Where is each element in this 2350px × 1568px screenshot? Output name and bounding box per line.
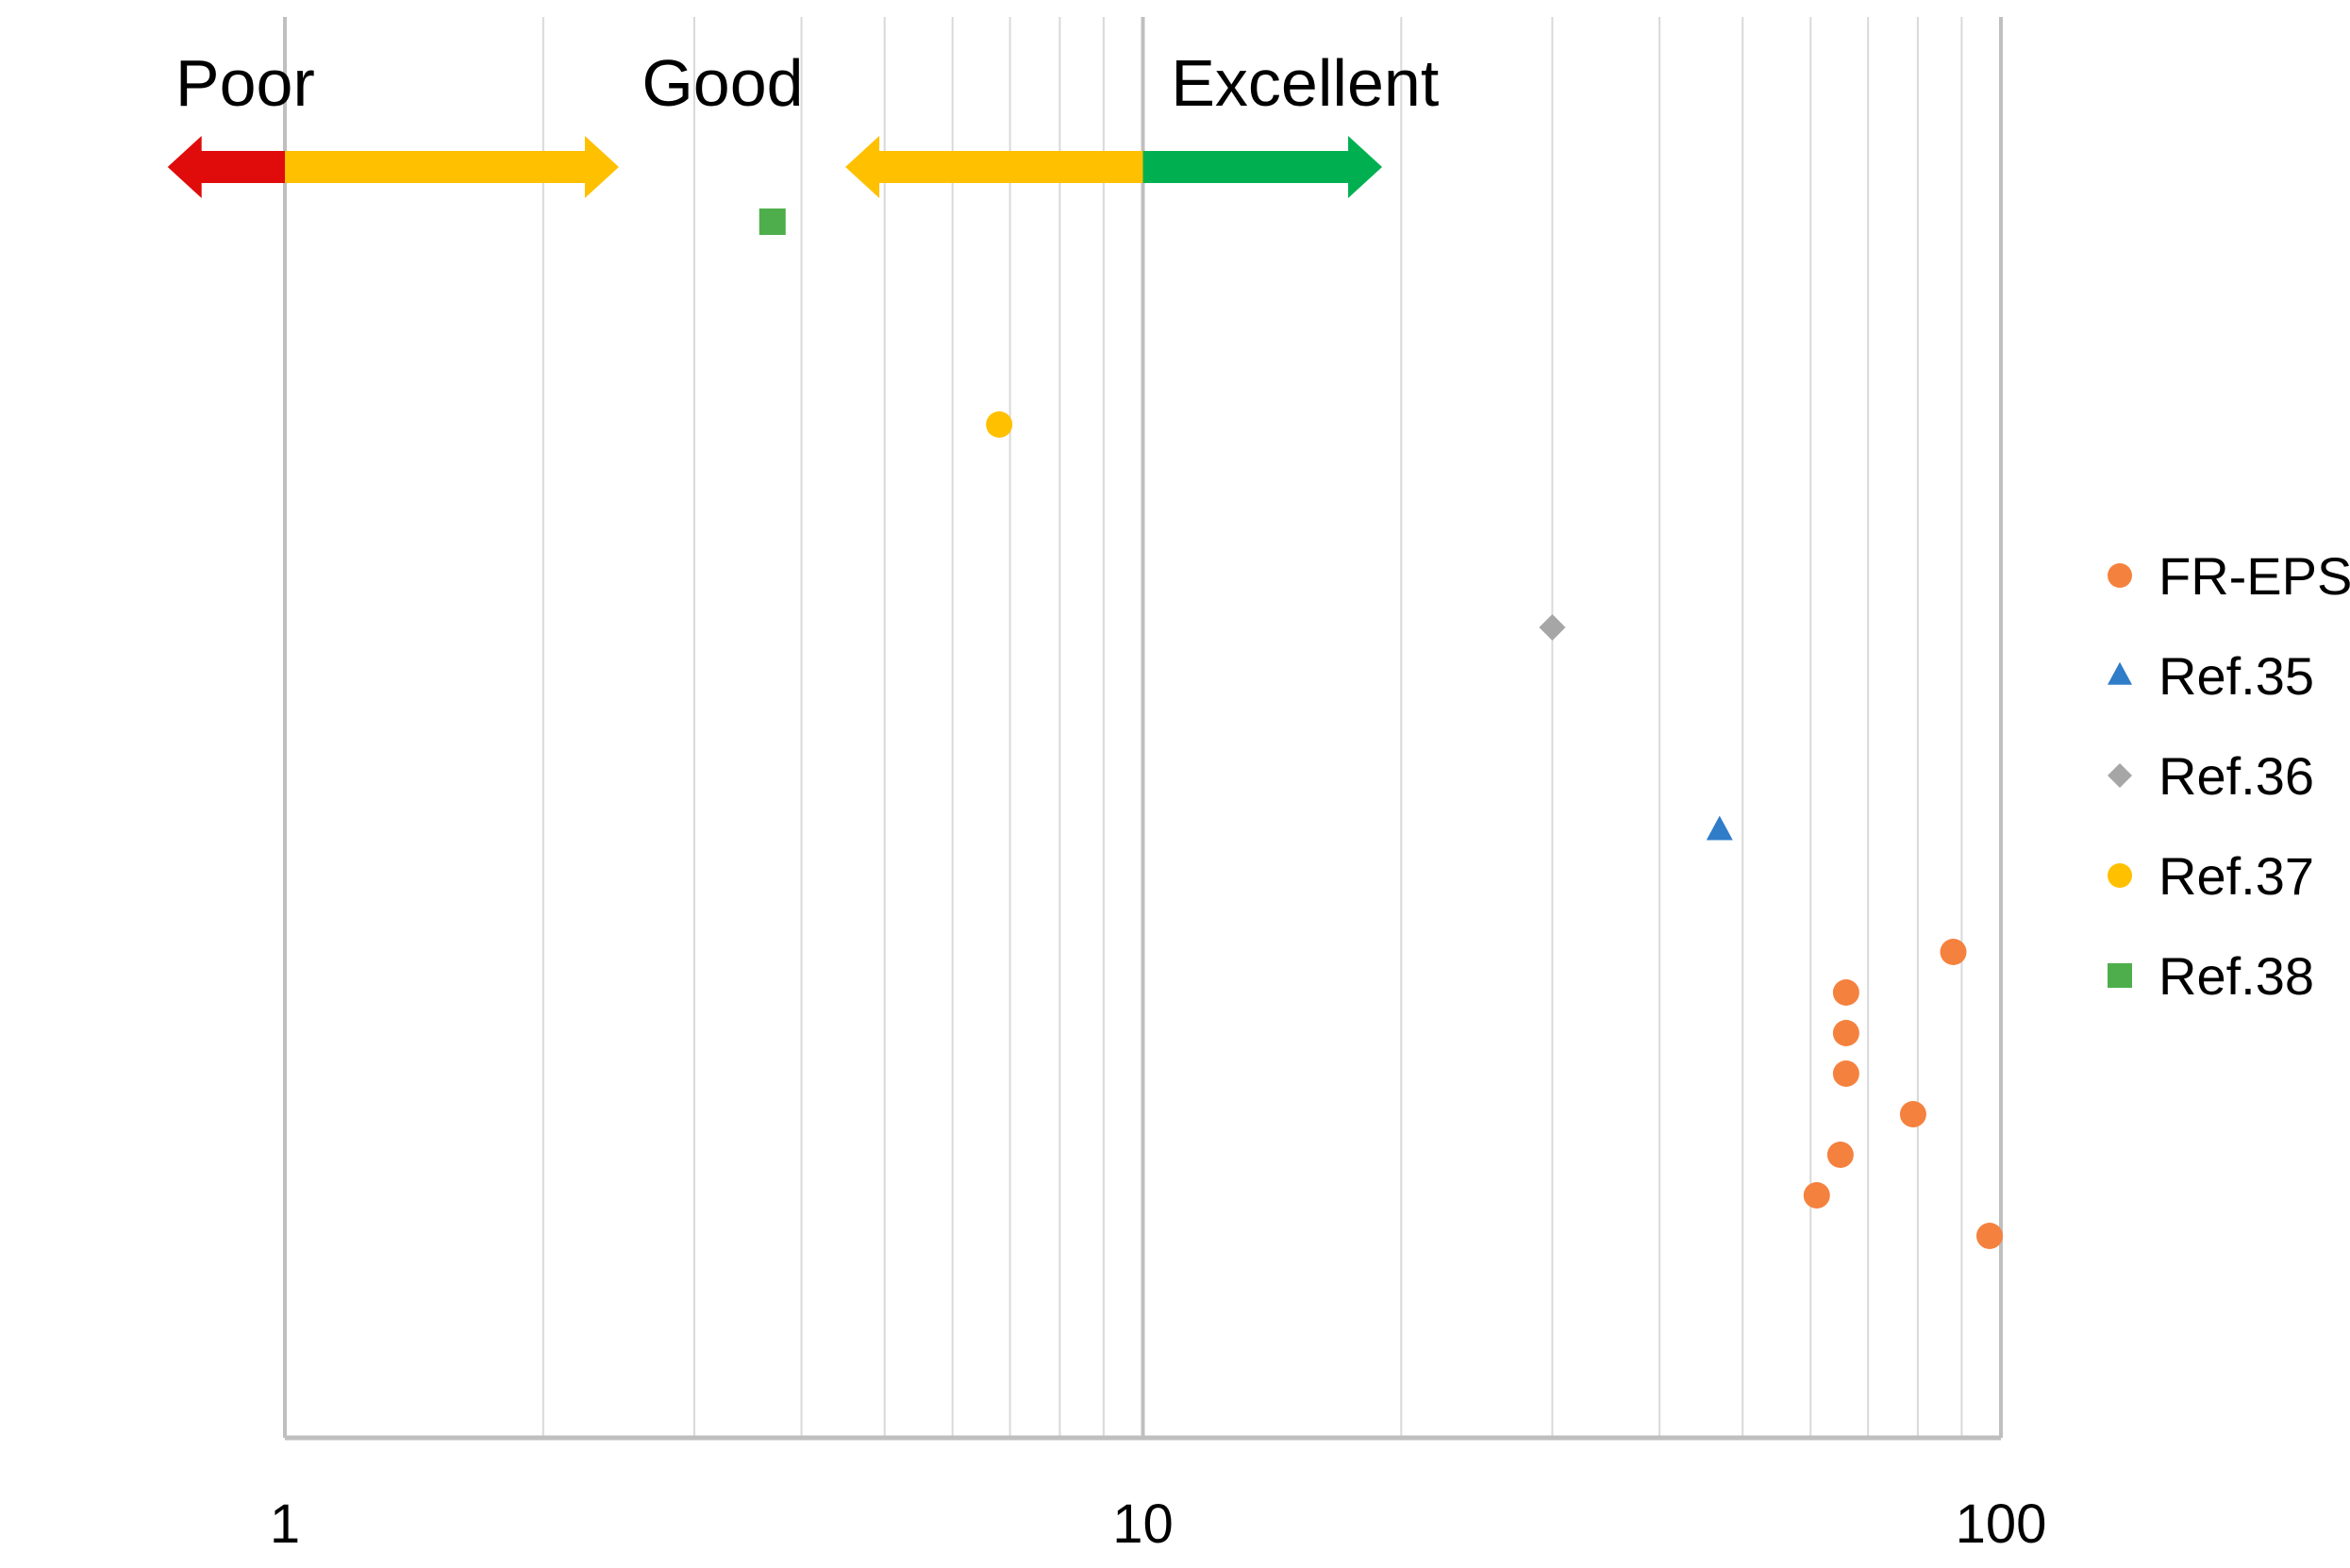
- rating-bands: Poor Good Excellent: [167, 46, 1439, 198]
- legend-marker-fr-eps: [2108, 563, 2132, 588]
- legend-marker-ref-36: [2108, 763, 2132, 788]
- data-point-fr-eps: [1940, 939, 1967, 965]
- rating-arrow-excellent: [1142, 136, 1383, 198]
- rating-arrow-poor: [167, 136, 285, 198]
- data-point-fr-eps: [1803, 1182, 1830, 1209]
- rating-arrow-good: [285, 136, 619, 198]
- x-tick-label: 10: [1112, 1493, 1174, 1555]
- legend-label-ref-35: Ref.35: [2158, 646, 2314, 706]
- data-point-fr-eps: [1832, 979, 1859, 1006]
- data-points: [758, 209, 2003, 1249]
- rating-label-excellent: Excellent: [1171, 46, 1439, 120]
- legend-label-fr-eps: FR-EPS: [2158, 546, 2350, 606]
- rating-arrow-good: [845, 136, 1143, 198]
- legend-marker-ref-37: [2108, 863, 2132, 888]
- x-tick-label: 100: [1956, 1493, 2047, 1555]
- data-point-fr-eps: [1832, 1060, 1859, 1087]
- legend-label-ref-37: Ref.37: [2158, 846, 2314, 906]
- data-point-ref-37: [986, 411, 1013, 438]
- legend-label-ref-38: Ref.38: [2158, 946, 2314, 1006]
- data-point-ref-36: [1539, 614, 1566, 641]
- legend-marker-ref-35: [2108, 661, 2132, 685]
- rating-label-good: Good: [642, 46, 803, 120]
- data-point-ref-35: [1706, 815, 1733, 841]
- data-point-fr-eps: [1832, 1020, 1859, 1046]
- data-point-fr-eps: [1826, 1142, 1854, 1168]
- legend-label-ref-36: Ref.36: [2158, 746, 2314, 806]
- data-point-ref-38: [758, 209, 786, 235]
- legend: FR-EPS Ref.35 Ref.36 Ref.37 Ref.38: [2108, 546, 2350, 1006]
- x-axis: 1 10 100: [270, 1435, 2047, 1555]
- grid-lines: [283, 17, 2003, 1438]
- legend-marker-ref-38: [2108, 963, 2132, 988]
- data-point-fr-eps: [1899, 1101, 1926, 1127]
- rating-label-poor: Poor: [175, 46, 315, 120]
- data-point-fr-eps: [1975, 1223, 2003, 1249]
- x-tick-label: 1: [270, 1493, 300, 1555]
